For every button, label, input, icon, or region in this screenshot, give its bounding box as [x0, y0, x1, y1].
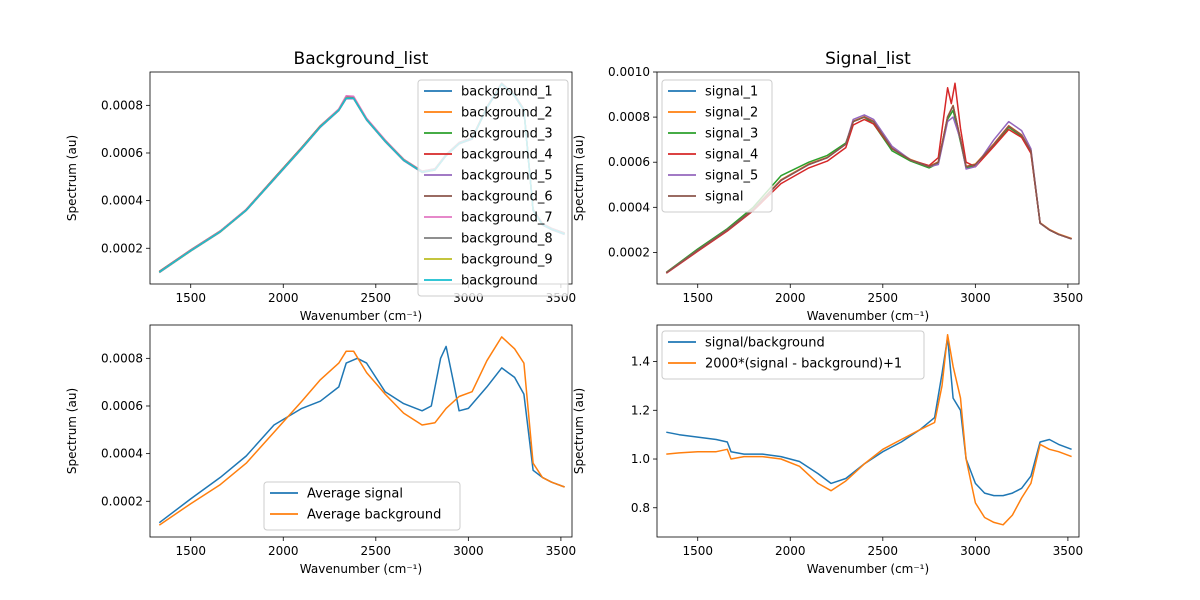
x-tick-label: 2500 — [361, 544, 392, 558]
legend-label: Average signal — [307, 487, 403, 502]
legend: signal/background 2000*(signal - backgrou… — [661, 330, 925, 380]
x-axis-label: Wavenumber (cm⁻¹) — [807, 562, 929, 576]
x-tick-label: 3000 — [453, 544, 484, 558]
legend-label: background_1 — [461, 85, 553, 100]
legend-label: signal_1 — [705, 85, 758, 100]
x-tick-label: 3500 — [1053, 544, 1084, 558]
legend-box — [263, 481, 461, 531]
x-tick-label: 1500 — [175, 291, 206, 305]
legend-label: background_3 — [461, 127, 553, 142]
axes-frame — [656, 71, 1080, 285]
chart-title: Background_list — [294, 49, 429, 69]
x-tick-label: 2000 — [268, 291, 299, 305]
x-tick-label: 3500 — [1053, 291, 1084, 305]
y-tick-label: 0.0002 — [608, 245, 650, 259]
y-tick-label: 0.0002 — [101, 241, 143, 255]
x-tick-label: 2500 — [868, 291, 899, 305]
x-tick-label: 1500 — [682, 291, 713, 305]
y-tick-label: 0.0008 — [101, 98, 143, 112]
legend: signal_1 signal_2 signal_3 signal_4 signal_5… — [661, 79, 773, 213]
legend-label: background_4 — [461, 148, 553, 163]
y-tick-label: 0.0006 — [101, 399, 143, 413]
x-axis-label: Wavenumber (cm⁻¹) — [807, 309, 929, 323]
legend-label: Average background — [307, 508, 441, 523]
y-tick-label: 1.4 — [631, 355, 650, 369]
legend-label: background_2 — [461, 106, 553, 121]
legend: background_1 background_2 background_3back… — [417, 79, 569, 297]
y-tick-label: 1.0 — [631, 452, 650, 466]
legend: Average signal Average background — [263, 481, 461, 531]
x-tick-label: 3500 — [546, 544, 577, 558]
legend-label: signal_2 — [705, 106, 758, 121]
y-tick-label: 0.0008 — [101, 351, 143, 365]
y-tick-label: 0.0010 — [608, 65, 650, 79]
legend-label: signal_4 — [705, 148, 758, 163]
y-tick-label: 1.2 — [631, 403, 650, 417]
y-tick-label: 0.0002 — [101, 494, 143, 508]
chart-panel-3: 1500 2000 2500 3000 3500 0.0002 0.0004 0.0006 0.… — [65, 324, 577, 576]
y-axis-label: Spectrum (au) — [65, 135, 79, 221]
legend-label: background — [461, 274, 538, 289]
legend-label: background_8 — [461, 232, 553, 247]
axes-frame — [149, 324, 573, 538]
legend-label: signal — [705, 190, 743, 205]
y-tick-label: 0.0004 — [101, 194, 143, 208]
legend-box — [661, 79, 773, 213]
y-axis-label: Spectrum (au) — [572, 388, 586, 474]
legend-label: background_9 — [461, 253, 553, 268]
axes-frame — [656, 324, 1080, 538]
series-line-6 — [665, 105, 1072, 274]
x-tick-label: 3000 — [960, 544, 991, 558]
x-tick-label: 1500 — [682, 544, 713, 558]
series-line-4 — [665, 82, 1072, 274]
x-tick-label: 2500 — [361, 291, 392, 305]
y-axis-label: Spectrum (au) — [572, 135, 586, 221]
legend-label: signal_5 — [705, 169, 758, 184]
legend-label: signal_3 — [705, 127, 758, 142]
axes-frame — [149, 71, 573, 285]
chart-panel-1: 1500 2000 2500 3000 35000.00020.00040.00060.… — [65, 49, 576, 323]
y-tick-label: 0.0006 — [608, 155, 650, 169]
legend-label: background_7 — [461, 211, 553, 226]
series-line-2 — [666, 333, 1072, 526]
x-axis-label: Wavenumber (cm⁻¹) — [300, 309, 422, 323]
y-tick-label: 0.0006 — [101, 146, 143, 160]
x-tick-label: 3000 — [960, 291, 991, 305]
x-tick-label: 2000 — [268, 544, 299, 558]
y-tick-label: 0.0004 — [608, 200, 650, 214]
series-line-1 — [666, 336, 1072, 497]
x-axis-label: Wavenumber (cm⁻¹) — [300, 562, 422, 576]
y-tick-label: 0.0004 — [101, 447, 143, 461]
series-line-2 — [158, 336, 565, 526]
plot-area — [665, 82, 1072, 274]
y-tick-label: 0.0008 — [608, 110, 650, 124]
y-tick-label: 0.8 — [631, 501, 650, 515]
x-tick-label: 2000 — [775, 544, 806, 558]
legend-box — [661, 330, 925, 380]
legend-box — [417, 79, 569, 297]
legend-label: signal/background — [705, 336, 825, 351]
plot-area — [158, 336, 565, 526]
plot-area — [666, 333, 1072, 526]
y-axis-label: Spectrum (au) — [65, 388, 79, 474]
chart-panel-2: 1500 2000 2500 3000 3500 0.0002 0.0004 0.0006 0.… — [572, 49, 1083, 323]
legend-label: background_5 — [461, 169, 553, 184]
chart-title: Signal_list — [825, 49, 911, 69]
legend-label: 2000*(signal - background)+1 — [705, 357, 902, 372]
x-tick-label: 1500 — [175, 544, 206, 558]
x-tick-label: 2000 — [775, 291, 806, 305]
legend-label: background_6 — [461, 190, 553, 205]
x-tick-label: 2500 — [868, 544, 899, 558]
chart-panel-4: 1500 2000 2500 3000 3500 0.8 1.0 1.2 1.4 Wavenumb… — [572, 324, 1084, 576]
